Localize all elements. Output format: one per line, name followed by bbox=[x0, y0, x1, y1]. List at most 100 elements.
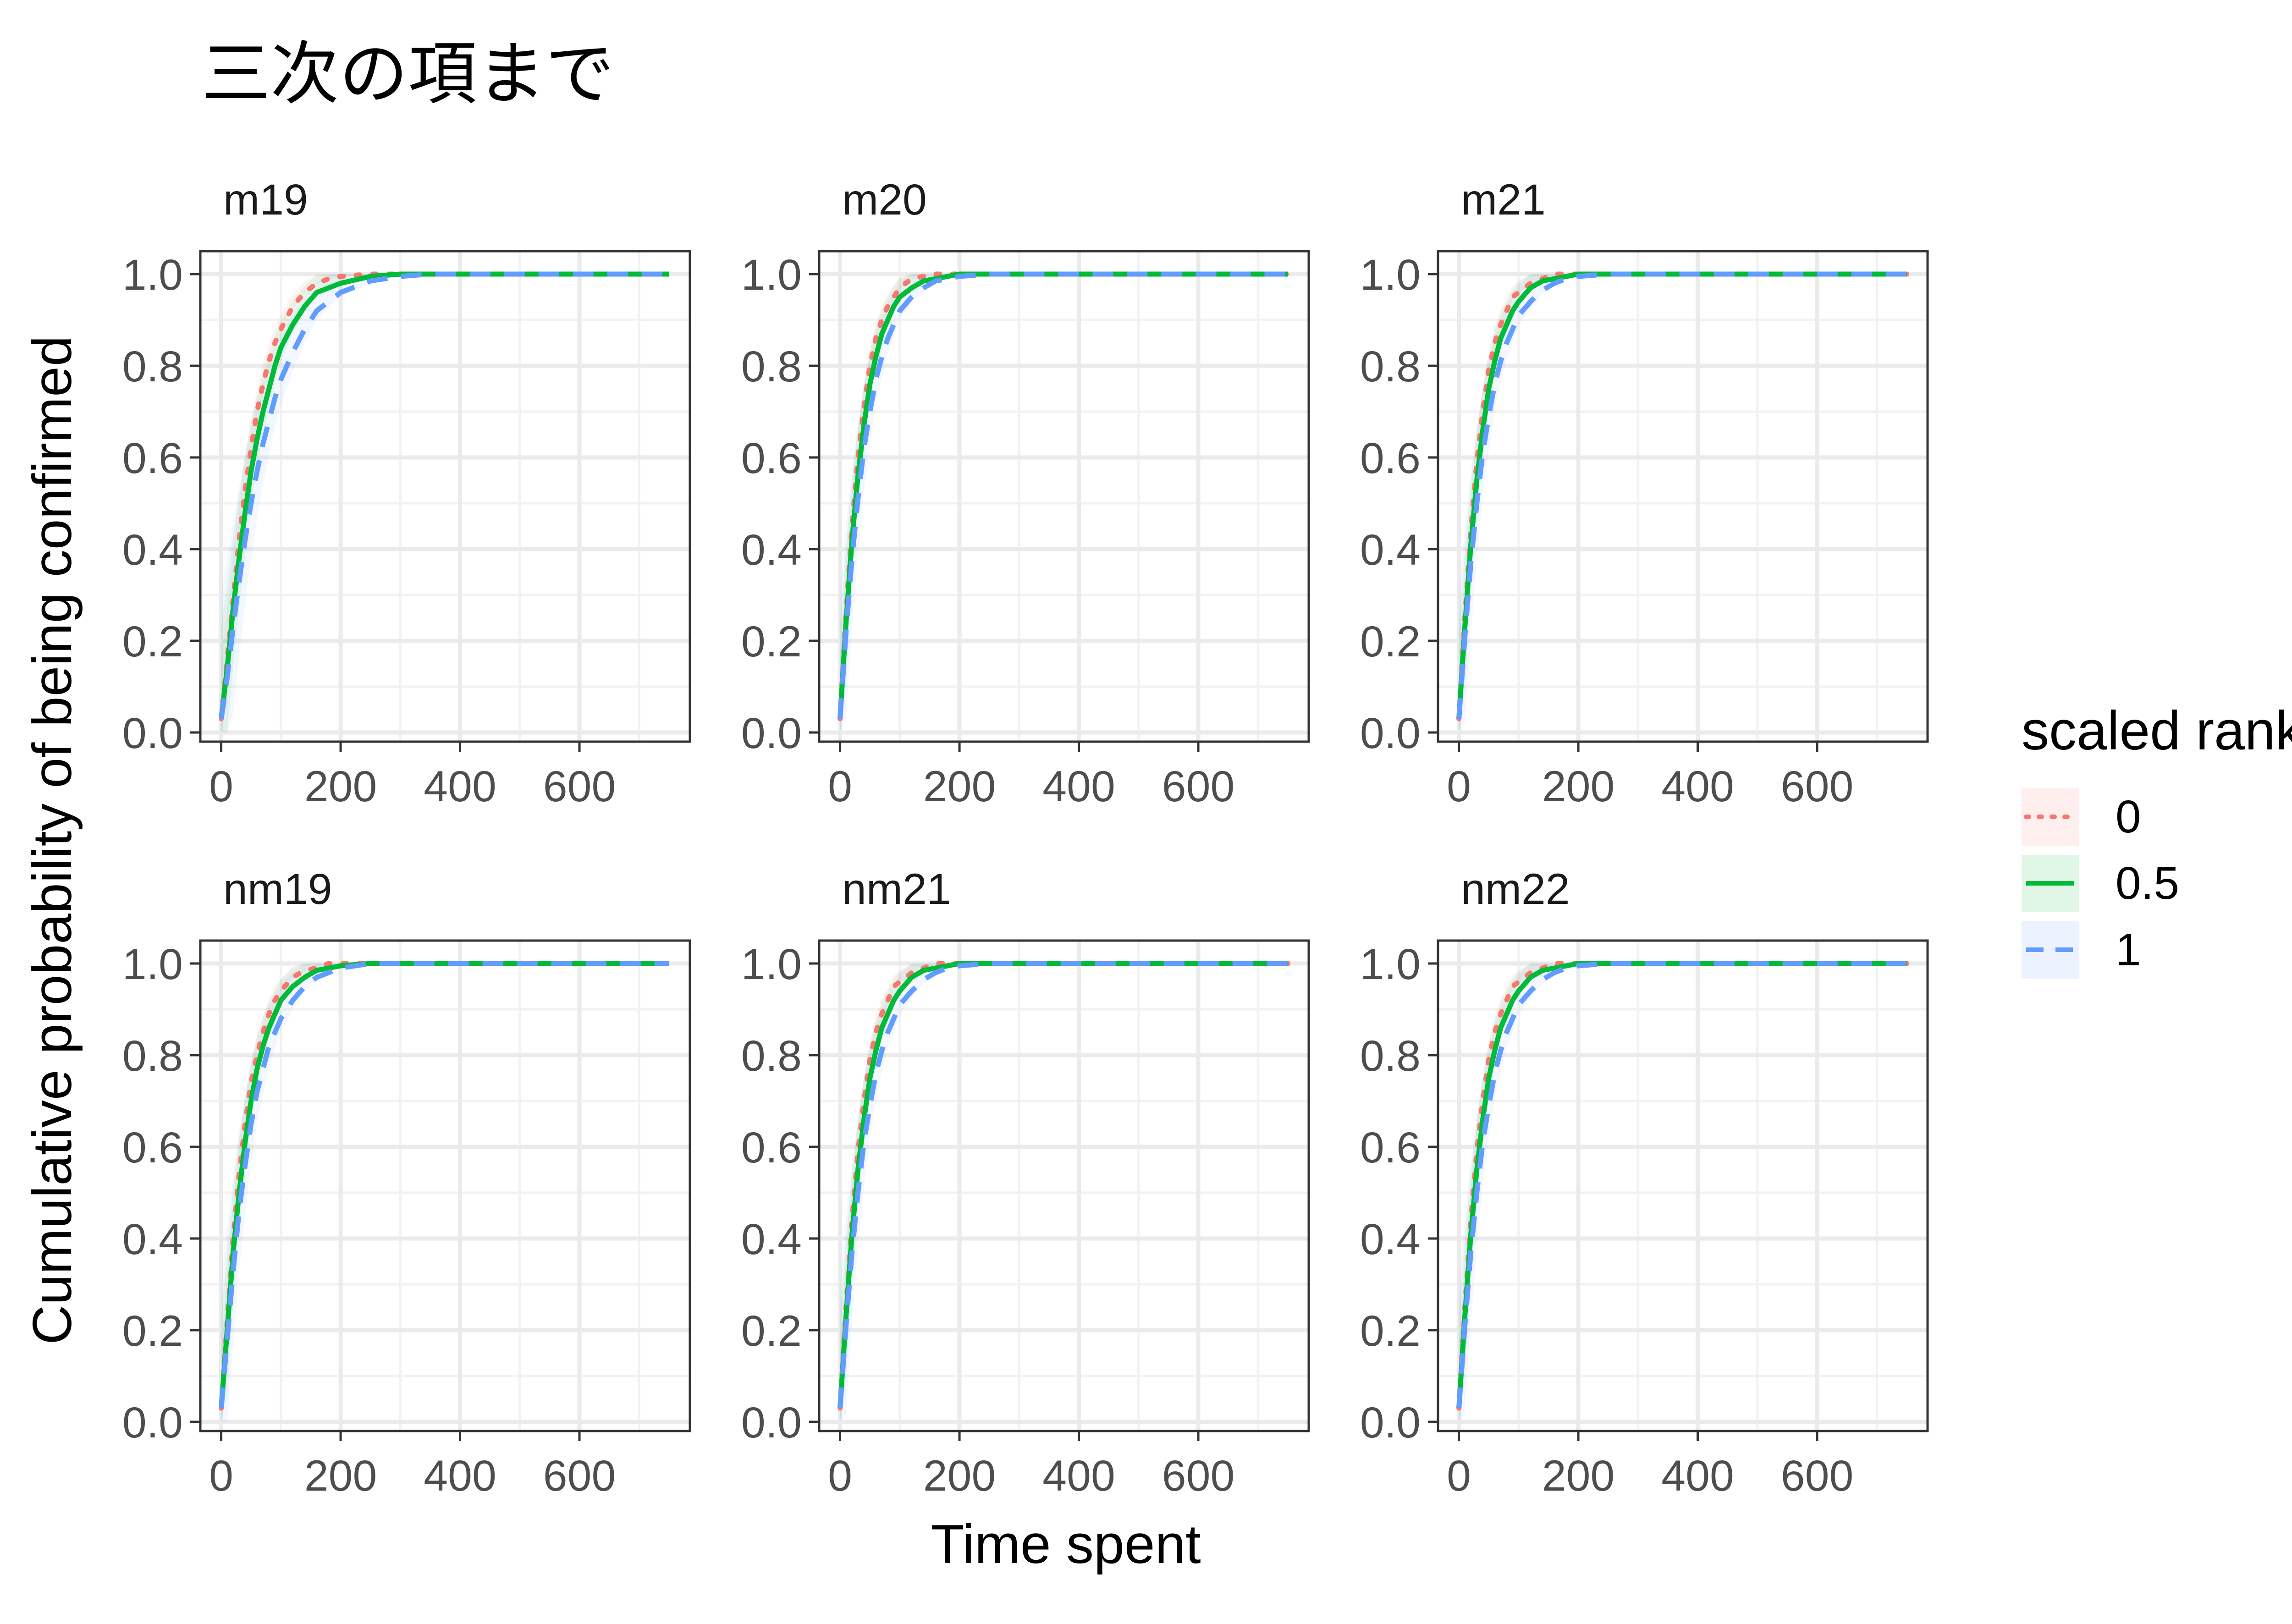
panels-layer: m19 0 200 400 600 0.0 0.2 0.4 0.6 0.8 1.0 m20 0 200 40… bbox=[122, 176, 1929, 1500]
legend-title: scaled rank bbox=[2022, 700, 2292, 761]
ribbon-series-0 bbox=[840, 963, 1288, 1422]
x-tick-label: 600 bbox=[1781, 762, 1854, 811]
ribbon-series-1 bbox=[1459, 963, 1907, 1422]
x-axis-title: Time spent bbox=[931, 1514, 1201, 1575]
legend-label: 0.5 bbox=[2116, 858, 2179, 909]
x-tick-label: 0 bbox=[1447, 762, 1471, 811]
panel-m21: m21 0 200 400 600 0.0 0.2 0.4 0.6 0.8 1.0 bbox=[1360, 176, 1929, 811]
y-tick-label: 0.4 bbox=[1360, 526, 1421, 574]
y-tick-label: 0.8 bbox=[1360, 1032, 1421, 1080]
y-tick-label: 0.2 bbox=[1360, 1307, 1421, 1355]
ribbon-series-0 bbox=[221, 963, 669, 1422]
x-tick-label: 0 bbox=[828, 1452, 852, 1500]
line-series-1 bbox=[219, 271, 669, 719]
x-tick-label: 600 bbox=[1162, 762, 1235, 811]
x-tick-label: 400 bbox=[1661, 1452, 1734, 1500]
y-tick-label: 0.2 bbox=[122, 617, 183, 666]
y-tick-label: 1.0 bbox=[741, 940, 802, 989]
y-tick-label: 0.0 bbox=[741, 1398, 802, 1447]
y-tick-label: 0.6 bbox=[1360, 1123, 1421, 1172]
y-tick-label: 0.6 bbox=[122, 434, 183, 483]
y-tick-label: 0.4 bbox=[122, 526, 183, 574]
legend-item-0.5: 0.5 bbox=[2022, 855, 2179, 912]
x-tick-label: 600 bbox=[543, 762, 616, 811]
x-tick-label: 400 bbox=[1042, 762, 1115, 811]
ribbon-series-0.5 bbox=[1459, 274, 1907, 732]
panel-m20: m20 0 200 400 600 0.0 0.2 0.4 0.6 0.8 1.0 bbox=[741, 176, 1310, 811]
y-tick-label: 1.0 bbox=[122, 251, 183, 299]
y-tick-label: 0.4 bbox=[741, 1215, 802, 1264]
panel-m19: m19 0 200 400 600 0.0 0.2 0.4 0.6 0.8 1.0 bbox=[122, 176, 691, 811]
line-series-1 bbox=[837, 961, 1288, 1409]
panel-background bbox=[200, 251, 690, 742]
x-tick-label: 600 bbox=[1162, 1452, 1235, 1500]
y-tick-label: 1.0 bbox=[1360, 940, 1421, 989]
ribbon-series-1 bbox=[840, 963, 1288, 1422]
x-tick-label: 0 bbox=[209, 762, 233, 811]
panel-border bbox=[199, 939, 691, 1432]
panel-nm21: nm21 0 200 400 600 0.0 0.2 0.4 0.6 0.8 1.0 bbox=[741, 865, 1310, 1500]
panel-strip-label: nm22 bbox=[1461, 865, 1570, 914]
legend-label: 1 bbox=[2116, 924, 2141, 975]
panel-strip-label: m21 bbox=[1461, 176, 1546, 224]
line-series-1 bbox=[1456, 271, 1907, 719]
y-tick-label: 0.0 bbox=[1360, 1398, 1421, 1447]
y-tick-label: 0.8 bbox=[122, 342, 183, 391]
y-tick-label: 0.2 bbox=[741, 617, 802, 666]
x-tick-label: 400 bbox=[424, 1452, 496, 1500]
y-tick-label: 0.2 bbox=[122, 1307, 183, 1355]
y-tick-label: 0.8 bbox=[1360, 342, 1421, 391]
panel-strip-label: m20 bbox=[842, 176, 927, 224]
x-tick-label: 200 bbox=[923, 1452, 996, 1500]
y-tick-label: 0.8 bbox=[122, 1032, 183, 1080]
y-tick-label: 0.6 bbox=[122, 1123, 183, 1172]
x-tick-label: 600 bbox=[543, 1452, 616, 1500]
x-tick-label: 600 bbox=[1781, 1452, 1854, 1500]
legend-item-1: 1 bbox=[2022, 921, 2141, 979]
panel-nm19: nm19 0 200 400 600 0.0 0.2 0.4 0.6 0.8 1.0 bbox=[122, 865, 691, 1500]
y-axis-title: Cumulative probability of being confirme… bbox=[22, 336, 83, 1344]
panel-border bbox=[1437, 250, 1929, 743]
x-tick-label: 200 bbox=[304, 762, 377, 811]
y-tick-label: 0.4 bbox=[1360, 1215, 1421, 1264]
panel-border bbox=[818, 939, 1310, 1432]
chart-title: 三次の項まで bbox=[202, 34, 614, 114]
x-tick-label: 400 bbox=[424, 762, 496, 811]
x-tick-label: 400 bbox=[1661, 762, 1734, 811]
line-series-0.5 bbox=[219, 961, 669, 1409]
legend-item-0: 0 bbox=[2022, 788, 2141, 846]
y-tick-label: 0.8 bbox=[741, 1032, 802, 1080]
panel-border bbox=[818, 250, 1310, 743]
ribbon-series-0.5 bbox=[221, 963, 669, 1422]
legend-keys: 00.51 bbox=[2022, 788, 2179, 979]
ribbon-series-0.5 bbox=[840, 963, 1288, 1422]
ribbon-series-0 bbox=[1459, 963, 1907, 1422]
x-tick-label: 0 bbox=[209, 1452, 233, 1500]
line-series-0.5 bbox=[837, 961, 1288, 1409]
x-tick-label: 200 bbox=[1542, 1452, 1615, 1500]
x-tick-label: 200 bbox=[923, 762, 996, 811]
y-tick-label: 0.2 bbox=[741, 1307, 802, 1355]
y-tick-label: 0.8 bbox=[741, 342, 802, 391]
y-tick-label: 0.4 bbox=[122, 1215, 183, 1264]
line-series-1 bbox=[1456, 961, 1907, 1409]
line-series-0.5 bbox=[1456, 961, 1907, 1409]
y-tick-label: 0.0 bbox=[122, 709, 183, 758]
y-tick-label: 1.0 bbox=[1360, 251, 1421, 299]
x-tick-label: 0 bbox=[828, 762, 852, 811]
legend-label: 0 bbox=[2116, 791, 2141, 842]
y-tick-label: 0.6 bbox=[741, 434, 802, 483]
y-tick-label: 0.6 bbox=[741, 1123, 802, 1172]
y-tick-label: 1.0 bbox=[741, 251, 802, 299]
ribbon-series-0.5 bbox=[840, 274, 1288, 732]
y-tick-label: 0.4 bbox=[741, 526, 802, 574]
line-series-1 bbox=[837, 271, 1288, 719]
line-series-0.5 bbox=[1456, 271, 1907, 719]
x-tick-label: 400 bbox=[1042, 1452, 1115, 1500]
line-series-1 bbox=[219, 961, 669, 1409]
panel-strip-label: nm19 bbox=[223, 865, 332, 914]
panel-border bbox=[199, 250, 691, 743]
panel-border bbox=[1437, 939, 1929, 1432]
y-tick-label: 0.0 bbox=[1360, 709, 1421, 758]
